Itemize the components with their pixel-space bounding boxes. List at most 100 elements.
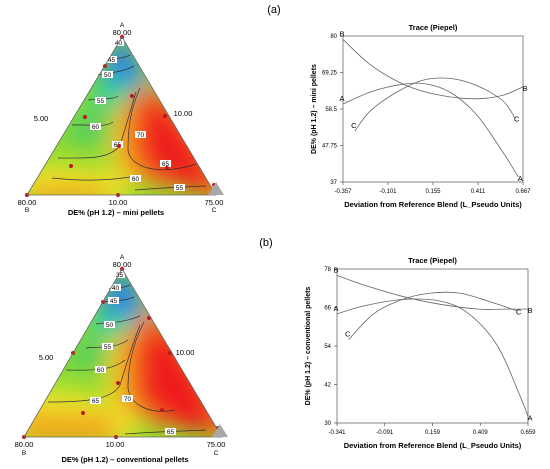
- contour-label: 60: [92, 124, 100, 131]
- trace-title: Trace (Piepel): [409, 23, 458, 32]
- design-point: [165, 166, 169, 170]
- series-line-c: [354, 77, 516, 132]
- contour-label: 60: [132, 176, 140, 183]
- series-line-b: [336, 275, 528, 310]
- design-point: [81, 411, 85, 415]
- contour-label: 40: [112, 285, 120, 292]
- contour-label: 70: [137, 132, 145, 139]
- vertex-marker-c: [212, 424, 228, 437]
- contour-label: 60: [97, 367, 105, 374]
- series-label-b: B: [527, 306, 532, 315]
- ternary-surface-a: [27, 37, 216, 195]
- contour-label: 35: [116, 272, 124, 279]
- vertex-letter-a: A: [120, 22, 125, 29]
- x-tick-label: -0.357: [334, 189, 352, 195]
- series-label-b: B: [339, 29, 344, 38]
- vertex-letter-b: B: [22, 450, 26, 457]
- x-tick-label: -0.101: [379, 189, 397, 195]
- series-label-c: C: [514, 114, 520, 123]
- y-axis-label: DE% (pH 1.2) – mini pellets: [311, 64, 318, 154]
- vertex-value-c: 75.00: [205, 198, 224, 207]
- y-tick-label: 66: [324, 306, 331, 312]
- vertex-value-c: 75.00: [207, 440, 226, 449]
- panel-label-a: (a): [267, 4, 280, 16]
- contour-label: 65: [167, 429, 175, 436]
- x-axis-label: Deviation from Reference Blend (L_Pseudo…: [344, 200, 522, 209]
- series-label-a: A: [333, 304, 338, 313]
- contour-label: 45: [108, 57, 116, 64]
- contour-label: 55: [176, 185, 184, 192]
- series-label-a: A: [518, 174, 523, 183]
- design-point: [83, 115, 87, 119]
- contour-label: 45: [110, 298, 118, 305]
- series-line-b: [342, 39, 524, 100]
- plot-frame: [342, 35, 524, 183]
- design-point: [130, 94, 134, 98]
- side-label-left: 5.00: [34, 114, 49, 123]
- y-tick-label: 42: [324, 383, 331, 389]
- ternary-border-b: [23, 268, 223, 438]
- contour-label: 50: [106, 322, 114, 329]
- series-line-c: [348, 291, 517, 340]
- contour-labels-b: 35 40 45 50 55 60 65 70 65: [90, 271, 176, 436]
- y-tick-label: 47.75: [322, 144, 338, 150]
- x-tick-label: 0.659: [520, 430, 536, 436]
- ternary-border-a: [26, 36, 217, 196]
- series-line-a: [342, 82, 519, 178]
- contour-label: 55: [97, 98, 105, 105]
- vertex-letter-c: C: [212, 207, 217, 214]
- side-label-bottom: 10.00: [106, 440, 125, 449]
- y-tick-label: 58.5: [325, 107, 337, 113]
- series-label-a: A: [527, 414, 532, 423]
- x-tick-label: 0.409: [473, 430, 489, 436]
- x-tick-label: 0.155: [425, 189, 441, 195]
- plot-frame: [336, 268, 529, 424]
- design-point: [163, 114, 167, 118]
- y-axis-label: DE% (pH 1.2) – conventional pellets: [305, 287, 312, 406]
- design-point: [117, 144, 121, 148]
- vertex-value-b: 80.00: [15, 440, 34, 449]
- trace-title: Trace (Piepel): [408, 256, 457, 265]
- y-tick-label: 54: [324, 344, 331, 350]
- contour-label: 40: [115, 40, 123, 47]
- vertex-value-a: 80.00: [113, 260, 132, 269]
- vertex-value-a: 80.00: [113, 28, 132, 37]
- trace-plot-b: Trace (Piepel) -0.341 -0.091 0.159 0.409 0.65…: [305, 256, 536, 450]
- trace-plot-a: Trace (Piepel) -0.357 -0.101 0.155 0.411 0.66…: [311, 23, 531, 209]
- ternary-title-b: DE% (pH 1.2) – conventional pellets: [61, 455, 188, 464]
- vertex-letter-c: C: [214, 450, 219, 457]
- x-tick-label: -0.341: [328, 430, 346, 436]
- y-tick-label: 80: [330, 34, 337, 40]
- series-label-c: C: [516, 308, 522, 317]
- ternary-plot-a: 40 45 50 55 60 65 70 65 60 55: [18, 22, 224, 217]
- contour-label: 65: [92, 398, 100, 405]
- y-tick-label: 78: [324, 267, 331, 273]
- design-point: [147, 316, 151, 320]
- y-tick-label: 30: [324, 421, 331, 427]
- series-label-b: B: [333, 265, 338, 274]
- vertex-marker-c: [208, 182, 224, 195]
- y-tick-label: 69.25: [322, 71, 338, 77]
- side-label-left: 5.00: [39, 353, 54, 362]
- contour-label: 50: [104, 72, 112, 79]
- panel-label-b: (b): [259, 237, 272, 249]
- vertex-letter-a: A: [120, 254, 125, 261]
- series-label-c: C: [345, 330, 351, 339]
- y-tick-label: 37: [330, 180, 337, 186]
- contour-label: 65: [162, 161, 170, 168]
- design-point: [116, 381, 120, 385]
- ternary-title-a: DE% (pH 1.2) – mini pellets: [68, 208, 164, 217]
- x-tick-label: 0.159: [425, 430, 441, 436]
- x-tick-label: 0.667: [515, 189, 531, 195]
- x-tick-label: -0.091: [376, 430, 394, 436]
- ternary-plot-b: 35 40 45 50 55 60 65 70 65 A 80.00 80.: [15, 254, 228, 464]
- x-axis-label: Deviation from Reference Blend (L_Pseudo…: [344, 441, 522, 450]
- design-point: [69, 164, 73, 168]
- design-point: [160, 408, 164, 412]
- side-label-right: 10.00: [176, 348, 195, 357]
- vertex-letter-b: B: [25, 207, 29, 214]
- contour-label: 55: [104, 344, 112, 351]
- side-label-bottom: 10.00: [109, 198, 128, 207]
- series-label-b: B: [522, 84, 527, 93]
